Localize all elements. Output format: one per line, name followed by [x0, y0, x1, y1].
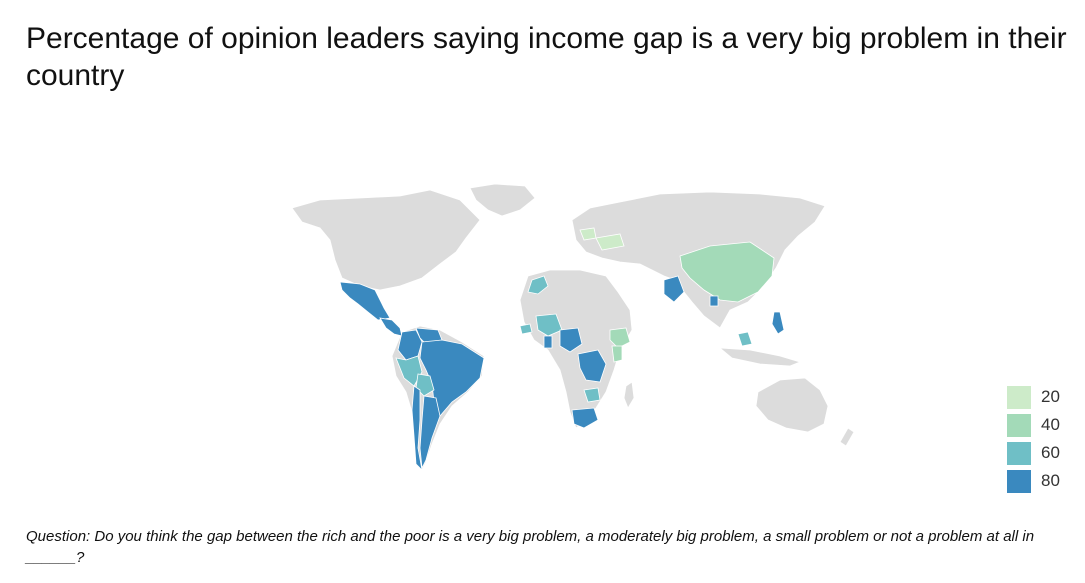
region-dr-congo — [577, 349, 607, 383]
region-mali — [535, 313, 563, 337]
map-legend: 20 40 60 80 — [1007, 383, 1060, 495]
legend-label: 80 — [1041, 471, 1060, 490]
legend-label: 40 — [1041, 415, 1060, 434]
greenland — [469, 183, 536, 217]
region-south-africa — [571, 407, 599, 429]
region-ukraine — [595, 233, 625, 251]
legend-swatch — [1007, 441, 1031, 465]
madagascar — [623, 381, 635, 409]
legend-item-40: 40 — [1007, 411, 1060, 439]
indonesia — [718, 347, 802, 367]
new-zealand — [839, 427, 855, 447]
region-argentina — [419, 395, 441, 470]
region-central-america — [379, 317, 403, 337]
region-brazil — [419, 339, 485, 417]
region-pakistan — [663, 275, 685, 303]
legend-item-60: 60 — [1007, 439, 1060, 467]
region-senegal — [519, 323, 533, 335]
region-chile — [411, 385, 423, 472]
australia — [755, 377, 829, 433]
region-ghana — [543, 335, 553, 349]
region-china — [679, 241, 775, 303]
region-zambia — [583, 387, 601, 403]
legend-item-80: 80 — [1007, 467, 1060, 495]
region-peru — [395, 355, 423, 387]
region-ethiopia — [609, 327, 631, 349]
legend-swatch — [1007, 385, 1031, 409]
region-morocco — [527, 275, 549, 295]
region-kenya — [611, 345, 623, 363]
legend-item-20: 20 — [1007, 383, 1060, 411]
legend-label: 60 — [1041, 443, 1060, 462]
region-bolivia — [415, 373, 435, 397]
legend-swatch — [1007, 469, 1031, 493]
legend-label: 20 — [1041, 387, 1060, 406]
region-mexico — [339, 281, 391, 321]
region-nigeria — [559, 327, 583, 353]
region-bangladesh — [709, 295, 719, 307]
north-america — [291, 189, 481, 291]
legend-swatch — [1007, 413, 1031, 437]
survey-question: Question: Do you think the gap between t… — [26, 528, 1035, 566]
region-malaysia — [737, 331, 753, 347]
world-map — [280, 180, 870, 480]
africa — [519, 269, 633, 429]
world-map-svg — [291, 183, 855, 472]
region-philippines — [771, 311, 785, 335]
page-title: Percentage of opinion leaders saying inc… — [26, 22, 1067, 92]
map-base-landmasses — [291, 183, 855, 471]
